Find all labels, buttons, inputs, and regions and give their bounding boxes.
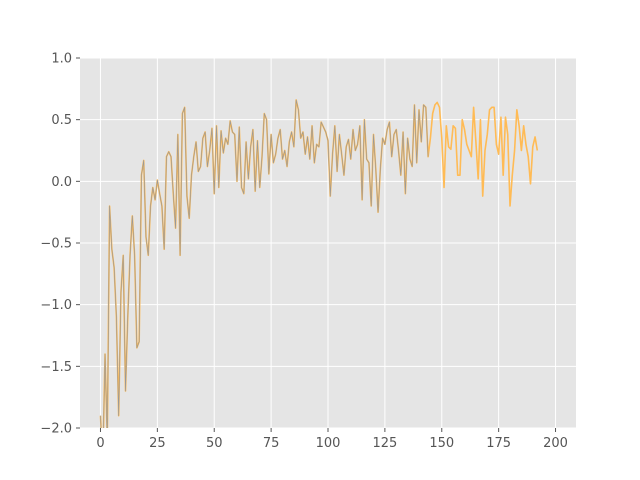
x-tick-label: 150	[429, 436, 454, 451]
x-tick-label: 175	[486, 436, 511, 451]
series-line-2	[100, 99, 429, 428]
y-tick-label: −1.0	[40, 298, 72, 313]
y-tick-label: −0.5	[40, 237, 72, 252]
y-tick-label: 0.5	[51, 113, 72, 128]
x-tick-label: 125	[372, 436, 397, 451]
axis-ticks: 0 25 50 75 100 125 150 175 200 −2.0 −1.5 −1.0 −0.5 0.…	[40, 52, 568, 452]
x-tick-label: 100	[316, 436, 341, 451]
x-tick-label: 200	[543, 436, 568, 451]
y-tick-label: −1.5	[40, 360, 72, 375]
y-tick-label: 1.0	[51, 52, 72, 67]
x-tick-label: 50	[206, 436, 223, 451]
grid	[80, 57, 576, 429]
x-tick-label: 75	[263, 436, 280, 451]
x-tick-label: 0	[96, 436, 104, 451]
series-group	[99, 99, 539, 428]
y-tick-label: 0.0	[51, 175, 72, 190]
y-tick-label: −2.0	[40, 422, 72, 437]
x-tick-label: 25	[149, 436, 166, 451]
